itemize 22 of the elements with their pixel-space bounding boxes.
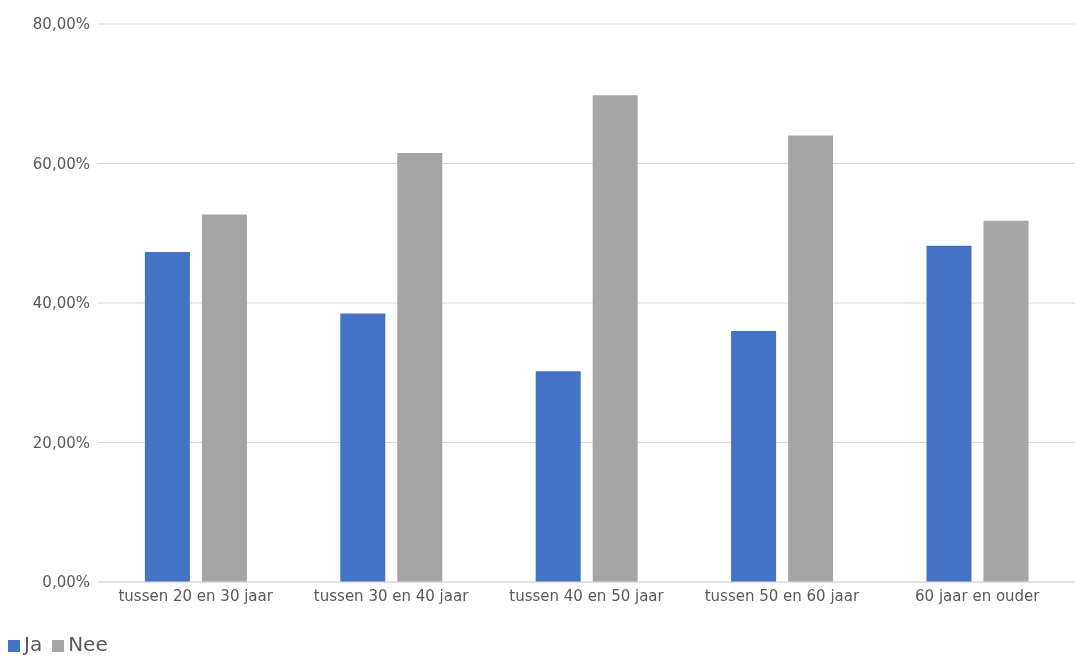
x-tick-label: tussen 50 en 60 jaar <box>704 586 860 605</box>
y-tick-label: 60,00% <box>32 154 90 173</box>
bar <box>201 214 247 582</box>
bar <box>983 220 1029 582</box>
y-tick-label: 20,00% <box>32 433 90 452</box>
bar <box>788 135 834 582</box>
y-tick-label: 0,00% <box>42 573 90 592</box>
x-tick-label: tussen 20 en 30 jaar <box>118 586 274 605</box>
bar <box>397 153 443 582</box>
x-tick-label: tussen 30 en 40 jaar <box>313 586 470 605</box>
bar <box>731 330 777 582</box>
bar <box>535 371 581 582</box>
y-tick-label: 40,00% <box>32 294 90 313</box>
legend-label: Nee <box>68 632 108 656</box>
legend-label: Ja <box>24 632 43 656</box>
bar <box>144 252 190 582</box>
bar <box>926 245 972 582</box>
bar <box>592 95 638 582</box>
x-tick-label: tussen 40 en 50 jaar <box>509 586 665 605</box>
x-tick-label: 60 jaar en ouder <box>915 586 1041 605</box>
bar <box>340 313 386 582</box>
y-tick-label: 80,00% <box>32 15 90 34</box>
